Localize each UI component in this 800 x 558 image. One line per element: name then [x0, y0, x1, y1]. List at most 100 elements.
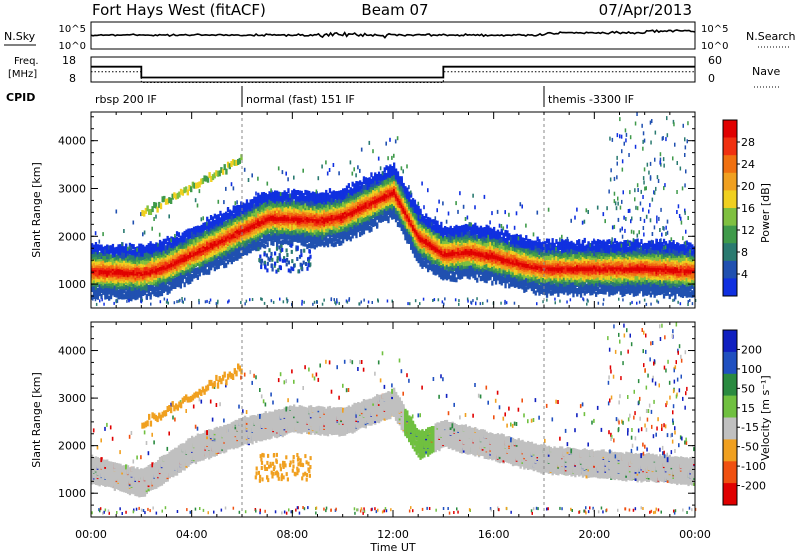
scatter-cell — [382, 171, 384, 175]
scatter-cell — [197, 204, 199, 208]
range-cell — [355, 233, 357, 238]
nave-tick-high: 60 — [708, 54, 722, 67]
scatter-cell — [418, 202, 420, 206]
range-cell — [376, 222, 378, 227]
range-cell — [267, 242, 269, 247]
nave-label: Nave — [752, 65, 780, 78]
scatter-cell — [440, 232, 442, 236]
scatter-cell — [387, 156, 389, 160]
nsky-trace — [91, 30, 695, 38]
nsearch-tick-high: 10^5 — [701, 24, 728, 35]
freq-tick-high: 18 — [62, 54, 76, 67]
scatter-cell — [99, 240, 101, 244]
scatter-cell — [133, 221, 135, 225]
scatter-cell — [127, 247, 129, 251]
scatter-cell — [270, 188, 272, 192]
scatter-cell — [402, 169, 404, 173]
scatter-cell — [121, 242, 123, 246]
scatter-cell — [369, 141, 371, 145]
scatter-cell — [100, 247, 102, 251]
scatter-cell — [355, 173, 357, 177]
scatter-cell — [131, 247, 133, 251]
scatter-cell — [282, 170, 284, 174]
scatter-cell — [352, 172, 354, 176]
scatter-cell — [372, 149, 374, 153]
scatter-cell — [201, 217, 203, 221]
scatter-cell — [168, 214, 170, 218]
scatter-cell — [150, 246, 152, 250]
nsearch-label: N.Search — [746, 30, 796, 43]
range-cell — [287, 188, 289, 193]
scatter-cell — [385, 142, 387, 146]
scatter-cell — [408, 185, 410, 189]
scatter-cell — [218, 200, 220, 204]
freq-unit: [MHz] — [8, 69, 37, 80]
scatter-cell — [395, 139, 397, 143]
scatter-cell — [350, 160, 352, 164]
scatter-cell — [389, 138, 391, 142]
scatter-cell — [359, 169, 361, 173]
scatter-cell — [170, 238, 172, 242]
range-cell — [370, 227, 372, 232]
nsearch-tick-low: 10^0 — [701, 41, 728, 52]
scatter-cell — [280, 192, 282, 196]
scatter-cell — [116, 210, 118, 214]
scatter-cell — [153, 217, 155, 221]
scatter-cell — [391, 156, 393, 160]
scatter-cell — [104, 250, 106, 254]
scatter-cell — [327, 172, 329, 176]
scatter-cell — [117, 246, 119, 250]
scatter-cell — [302, 169, 304, 173]
station-title: Fort Hays West (fitACF) — [92, 1, 266, 19]
scatter-cell — [435, 216, 437, 220]
scatter-cell — [410, 191, 412, 195]
scatter-cell — [325, 160, 327, 164]
scatter-cell — [378, 157, 380, 161]
range-cell — [440, 222, 442, 227]
scatter-cell — [393, 154, 395, 158]
scatter-cell — [380, 166, 382, 170]
scatter-cell — [144, 231, 146, 235]
scatter-cell — [155, 215, 157, 219]
scatter-cell — [278, 166, 280, 170]
scatter-cell — [151, 227, 153, 231]
scatter-cell — [157, 243, 159, 247]
scatter-cell — [295, 190, 297, 194]
scatter-cell — [361, 148, 363, 152]
freq-tick-low: 8 — [69, 72, 76, 85]
cpid-segment-label: rbsp 200 IF — [95, 93, 157, 106]
scatter-cell — [287, 177, 289, 181]
scatter-cell — [285, 172, 287, 176]
beam-title: Beam 07 — [361, 1, 428, 19]
scatter-cell — [318, 176, 320, 180]
scatter-cell — [329, 168, 331, 172]
range-cell — [414, 200, 416, 205]
scatter-cell — [95, 231, 97, 235]
scatter-cell — [427, 188, 429, 192]
scatter-cell — [397, 136, 399, 140]
scatter-cell — [227, 208, 229, 212]
scatter-cell — [289, 194, 291, 198]
scatter-cell — [174, 234, 176, 238]
scatter-cell — [191, 232, 193, 236]
scatter-cell — [199, 189, 201, 193]
scatter-cell — [221, 213, 223, 217]
range-cell — [436, 221, 438, 226]
scatter-cell — [438, 200, 440, 204]
nsky-label: N.Sky — [4, 30, 36, 43]
range-cell — [393, 163, 395, 168]
range-cell — [419, 209, 421, 214]
scatter-cell — [431, 222, 433, 226]
freq-label: Freq. — [14, 56, 39, 67]
scatter-cell — [159, 233, 161, 237]
range-cell — [401, 176, 403, 181]
scatter-cell — [142, 232, 144, 236]
scatter-cell — [421, 182, 423, 186]
cpid-segment-label: themis -3300 IF — [548, 93, 634, 106]
scatter-cell — [353, 167, 355, 171]
scatter-cell — [338, 171, 340, 175]
scatter-cell — [108, 246, 110, 250]
